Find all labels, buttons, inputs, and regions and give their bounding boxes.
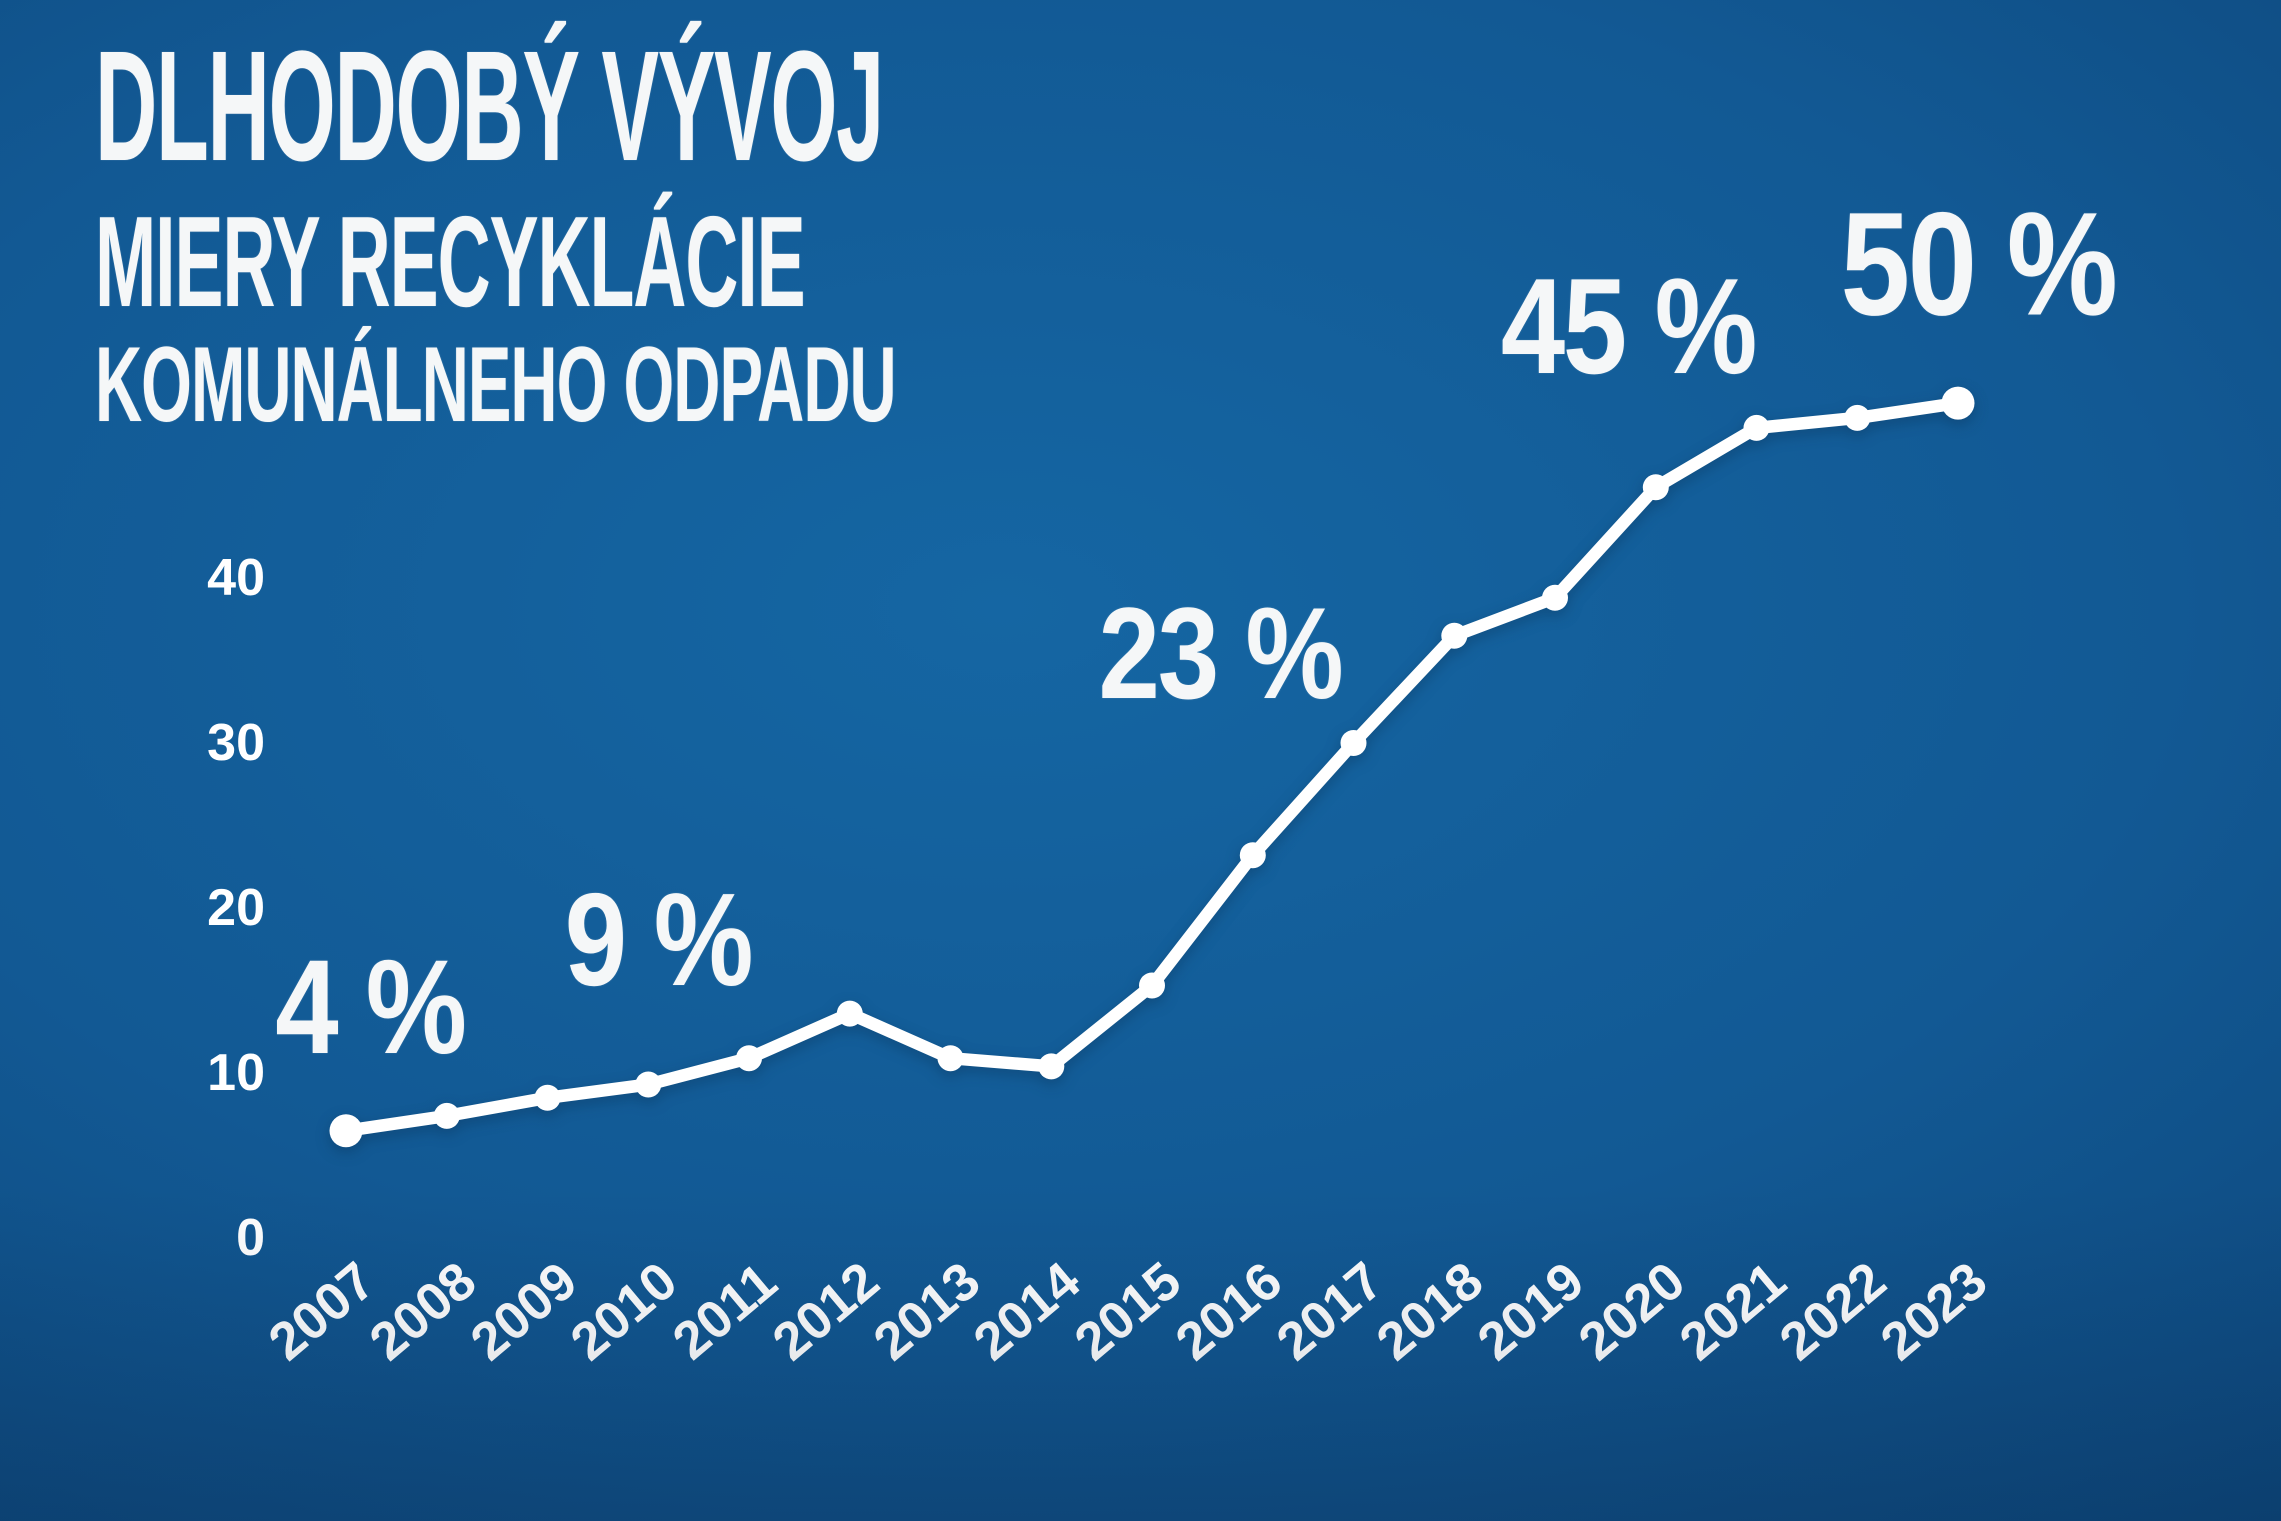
y-axis-tick-label-20: 20 bbox=[207, 879, 265, 937]
data-point-2013 bbox=[937, 1045, 964, 1072]
trend-line bbox=[339, 396, 1965, 1138]
chart-title-line-3: KOMUNÁLNEHO ODPADU bbox=[95, 324, 897, 444]
annotation-value-2020: 45 % bbox=[1500, 250, 1758, 402]
data-point-2014 bbox=[1038, 1053, 1065, 1080]
data-point-2022 bbox=[1844, 404, 1871, 431]
data-point-2010 bbox=[635, 1071, 662, 1098]
annotation-value-2016: 23 % bbox=[1098, 580, 1343, 726]
data-point-2020 bbox=[1642, 474, 1669, 501]
chart-title-line-1: DLHODOBÝ VÝVOJ bbox=[95, 19, 884, 194]
y-axis-tick-label-0: 0 bbox=[236, 1209, 265, 1267]
y-axis-tick-label-40: 40 bbox=[207, 549, 265, 607]
annotation-value-2007: 4 % bbox=[275, 933, 467, 1082]
data-point-2019 bbox=[1542, 584, 1568, 611]
data-point-2021 bbox=[1743, 414, 1770, 441]
data-point-2007 bbox=[329, 1114, 363, 1148]
annotation-value-2023: 50 % bbox=[1840, 182, 2118, 347]
y-axis-tick-label-10: 10 bbox=[207, 1044, 265, 1102]
data-point-2011 bbox=[736, 1045, 762, 1072]
data-point-2016 bbox=[1239, 842, 1266, 869]
data-point-2008 bbox=[433, 1102, 460, 1129]
data-point-2023 bbox=[1941, 386, 1975, 420]
data-point-2009 bbox=[534, 1084, 561, 1111]
data-point-2018 bbox=[1441, 622, 1468, 649]
data-point-2015 bbox=[1139, 972, 1165, 999]
data-point-2012 bbox=[836, 1000, 863, 1027]
chart-title-line-2: MIERY RECYKLÁCIE bbox=[95, 190, 806, 334]
y-axis-tick-label-30: 30 bbox=[207, 714, 265, 772]
annotation-value-2010: 9 % bbox=[564, 866, 754, 1013]
data-point-2017 bbox=[1340, 730, 1367, 756]
